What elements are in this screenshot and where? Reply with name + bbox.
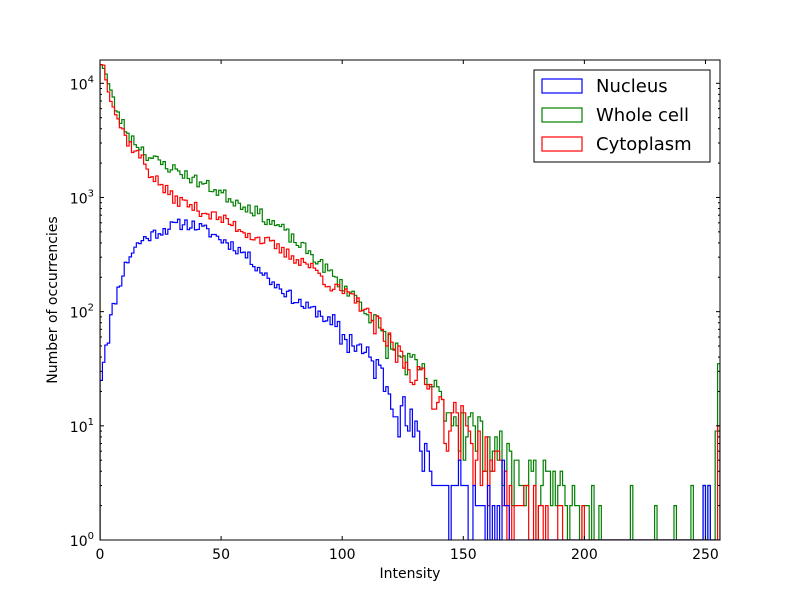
x-tick-label: 200 xyxy=(571,547,598,563)
legend-swatch xyxy=(541,136,583,152)
legend-label: Cytoplasm xyxy=(596,134,692,155)
x-tick-label: 250 xyxy=(692,547,719,563)
y-tick-label: 104 xyxy=(70,74,94,93)
y-tick-label: 102 xyxy=(70,303,94,322)
legend-label: Whole cell xyxy=(596,105,689,126)
x-axis-label: Intensity xyxy=(380,566,441,582)
y-tick-label: 101 xyxy=(70,417,94,436)
x-tick-label: 50 xyxy=(212,547,230,563)
x-tick-label: 0 xyxy=(96,547,105,563)
x-tick-label: 150 xyxy=(450,547,477,563)
legend: Nucleus Whole cell Cytoplasm xyxy=(533,69,711,163)
axis-ticks: 0 50 100 150 200 250 100 101 102 103 104 xyxy=(70,60,720,563)
y-tick-label: 103 xyxy=(70,188,94,207)
legend-box xyxy=(533,69,711,163)
legend-swatch xyxy=(541,78,583,94)
y-axis-label: Number of occurrencies xyxy=(45,216,61,383)
series-nucleus-histogram xyxy=(100,218,720,540)
x-tick-label: 100 xyxy=(329,547,356,563)
legend-swatch xyxy=(541,107,583,123)
y-tick-label: 100 xyxy=(70,531,94,550)
axes-frame xyxy=(99,59,721,541)
legend-label: Nucleus xyxy=(596,76,668,97)
plot-area xyxy=(100,64,720,540)
series-cytoplasm-histogram xyxy=(100,64,720,540)
